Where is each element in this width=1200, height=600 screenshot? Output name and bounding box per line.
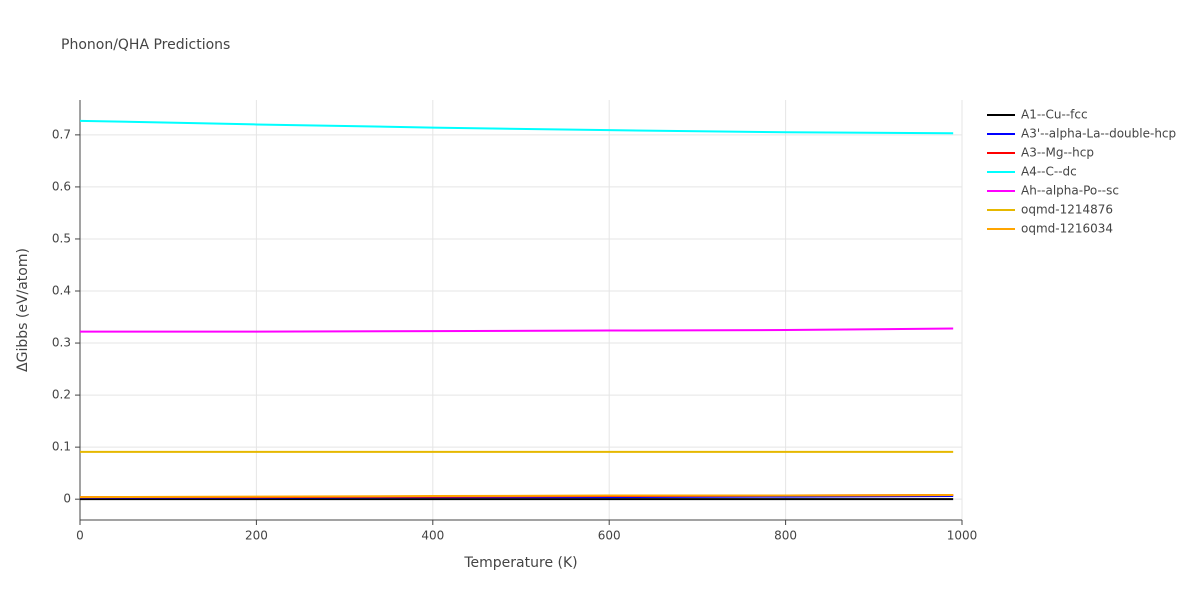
y-tick-label: 0.7: [52, 127, 71, 141]
legend-label: oqmd-1216034: [1021, 222, 1113, 236]
legend-label: Ah--alpha-Po--sc: [1021, 184, 1119, 198]
y-tick-label: 0.5: [52, 231, 71, 245]
x-tick-label: 800: [774, 529, 797, 543]
y-tick-label: 0.4: [52, 284, 71, 298]
x-tick-label: 600: [598, 529, 621, 543]
y-tick-label: 0.6: [52, 179, 71, 193]
legend-label: A3--Mg--hcp: [1021, 146, 1094, 160]
series-line: [79, 494, 954, 499]
y-tick-label: 0.3: [52, 336, 71, 350]
x-tick-label: 200: [245, 529, 268, 543]
x-tick-label: 400: [421, 529, 444, 543]
series-line: [79, 119, 954, 135]
y-tick-label: 0.2: [52, 388, 71, 402]
legend-label: A3'--alpha-La--double-hcp: [1021, 127, 1176, 141]
x-tick-label: 1000: [947, 529, 978, 543]
y-axis-label: ΔGibbs (eV/atom): [15, 248, 31, 372]
y-tick-label: 0: [63, 492, 71, 506]
legend-label: oqmd-1214876: [1021, 203, 1113, 217]
series-line: [80, 327, 954, 333]
y-tick-label: 0.1: [52, 440, 71, 454]
x-tick-label: 0: [76, 529, 84, 543]
legend-label: A1--Cu--fcc: [1021, 108, 1088, 122]
x-axis-label: Temperature (K): [463, 555, 577, 571]
legend-label: A4--C--dc: [1021, 165, 1077, 179]
chart-title: Phonon/QHA Predictions: [61, 37, 230, 53]
